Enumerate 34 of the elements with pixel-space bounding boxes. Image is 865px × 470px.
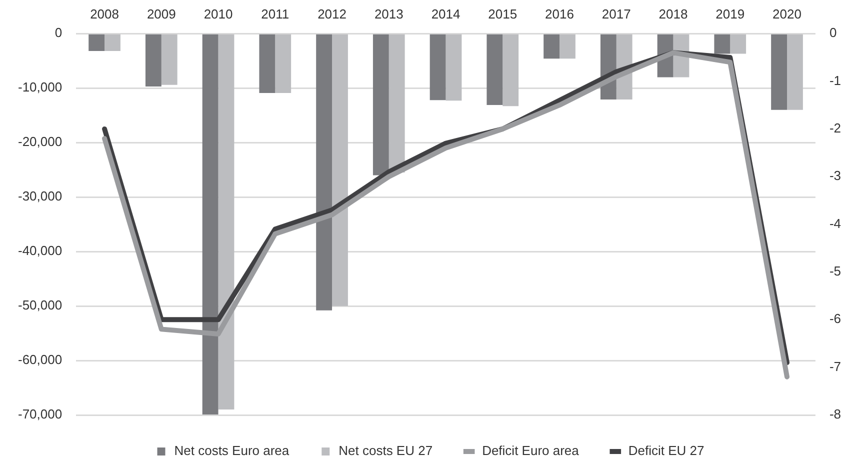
legend-label: Net costs EU 27 bbox=[338, 443, 433, 458]
y-tick-label: -70,000 bbox=[18, 406, 62, 422]
y2-tick-label: 0 bbox=[829, 25, 837, 40]
x-tick-label: 2009 bbox=[146, 6, 176, 22]
x-tick-label: 2011 bbox=[261, 6, 290, 22]
y2-tick-label: -5 bbox=[829, 264, 842, 279]
x-tick-label: 2015 bbox=[488, 6, 518, 22]
y2-tick-label: -7 bbox=[829, 358, 842, 374]
y2-tick-label: -4 bbox=[829, 216, 842, 231]
y2-tick-label: -2 bbox=[829, 120, 842, 136]
legend-label: Deficit Euro area bbox=[482, 443, 580, 458]
x-tick-label: 2014 bbox=[431, 6, 460, 22]
x-tick-label: 2013 bbox=[374, 6, 404, 22]
x-tick-label: 2016 bbox=[545, 6, 574, 22]
y-tick-label: -40,000 bbox=[18, 243, 62, 258]
y2-tick-label: -3 bbox=[829, 168, 842, 184]
y2-tick-label: -6 bbox=[829, 311, 842, 326]
y-tick-label: -50,000 bbox=[18, 298, 62, 313]
legend-label: Deficit EU 27 bbox=[628, 443, 704, 458]
y2-tick-label: -8 bbox=[829, 406, 842, 422]
x-tick-label: 2017 bbox=[602, 6, 631, 22]
y-tick-label: -30,000 bbox=[18, 188, 62, 204]
legend-label: Net costs Euro area bbox=[174, 443, 290, 458]
y-tick-label: -20,000 bbox=[18, 134, 62, 150]
x-tick-label: 2018 bbox=[658, 6, 688, 22]
y-tick-label: 0 bbox=[54, 25, 62, 40]
x-tick-label: 2019 bbox=[716, 6, 745, 22]
y-tick-label: -10,000 bbox=[18, 80, 62, 95]
x-tick-label: 2008 bbox=[90, 6, 119, 22]
x-tick-label: 2012 bbox=[318, 6, 346, 22]
x-tick-label: 2010 bbox=[204, 6, 233, 22]
y2-tick-label: -1 bbox=[829, 72, 842, 88]
x-tick-label: 2020 bbox=[772, 6, 802, 22]
y-tick-label: -60,000 bbox=[18, 352, 62, 368]
